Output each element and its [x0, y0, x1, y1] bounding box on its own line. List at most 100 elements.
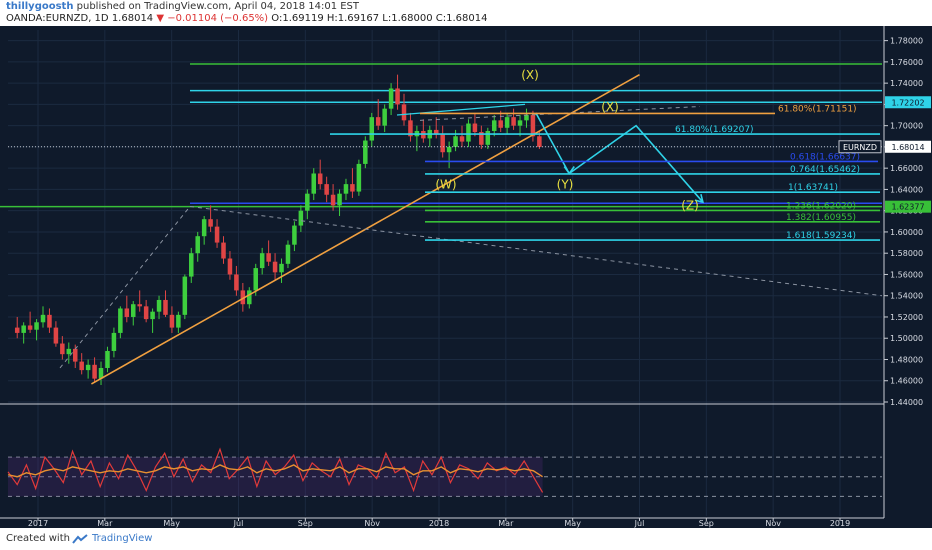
- candle: [292, 225, 297, 245]
- y-tick-label: 1.50000: [890, 334, 923, 343]
- price-tag-label: 1.68014: [891, 143, 924, 152]
- candle: [337, 193, 342, 206]
- candle: [85, 364, 91, 371]
- candle: [343, 184, 349, 194]
- candle: [92, 364, 97, 379]
- y-tick-label: 1.78000: [890, 37, 923, 46]
- price-tag: [885, 140, 931, 153]
- candle: [98, 367, 104, 379]
- fib-level-label: 1.618(1.59234): [786, 231, 856, 241]
- forecast-arrow: [694, 193, 705, 204]
- price-tag-label: 1.62377: [891, 203, 924, 212]
- candle: [214, 226, 220, 243]
- candle: [111, 332, 117, 351]
- candle: [53, 327, 59, 344]
- wave-label: (Y): [557, 177, 574, 191]
- candle: [247, 290, 252, 305]
- candle: [72, 348, 78, 362]
- candle: [66, 348, 72, 355]
- oscillator-panel: 120.0000100.000080.000060.000040.000020.…: [7, 404, 928, 511]
- x-tick-label: 2019: [830, 519, 850, 528]
- candle: [266, 253, 271, 262]
- axes: 1.780001.760001.740001.720001.700001.680…: [0, 26, 932, 528]
- x-tick-label: Nov: [364, 519, 380, 528]
- candle: [176, 314, 181, 328]
- y-tick-label: 1.54000: [890, 292, 923, 301]
- y-tick-label: 1.56000: [890, 270, 923, 279]
- candle: [350, 184, 355, 192]
- y-tick-label: 1.64000: [890, 185, 923, 194]
- x-tick-label: Mar: [97, 519, 113, 528]
- candle: [395, 88, 400, 105]
- candle: [530, 115, 536, 137]
- dashed-connector: [59, 206, 191, 369]
- fib-level-label: 61.80%(1.71151): [778, 104, 857, 114]
- x-tick-label: Jul: [233, 519, 244, 528]
- candle: [279, 263, 284, 273]
- forecast-path: [535, 112, 704, 203]
- candle: [234, 274, 239, 291]
- candle: [446, 146, 452, 153]
- candle: [305, 193, 310, 211]
- candle: [195, 236, 200, 254]
- candle: [208, 219, 213, 227]
- symbol-tag: [838, 140, 882, 154]
- candle: [356, 163, 362, 192]
- price-tag-label: 1.72202: [891, 98, 924, 107]
- dashed-top-line: [419, 106, 701, 121]
- drawings: [59, 73, 883, 385]
- candle: [388, 88, 394, 109]
- y-tick-label: 1.74000: [890, 79, 923, 88]
- footer-bar: Created with TradingView: [0, 528, 932, 550]
- last-price: 1.68014: [111, 13, 154, 24]
- candle: [408, 120, 413, 137]
- fib-levels: 61.80%(1.71151) 61.80%(1.69207) 0.618(1.66…: [330, 104, 880, 241]
- candle: [453, 136, 458, 147]
- candle: [433, 129, 439, 135]
- candle: [285, 244, 291, 264]
- publish-info: published on TradingView.com, April 04, …: [76, 1, 360, 12]
- candle: [524, 115, 529, 121]
- author-name[interactable]: thillygoosth: [6, 1, 74, 12]
- x-tick-label: Mar: [498, 519, 514, 528]
- candle: [105, 350, 110, 368]
- candle: [382, 108, 387, 126]
- fib-level-label: 1.236(1.62020): [786, 201, 856, 211]
- wave-labels: (X) (X) (W) (Y) (Z): [435, 68, 698, 213]
- y-tick-label: 1.44000: [890, 398, 923, 407]
- wave-label: (X): [601, 100, 619, 114]
- wave-label: (X): [521, 68, 539, 82]
- fib-level-label: 61.80%(1.69207): [675, 125, 754, 135]
- fib-level-label: 0.764(1.65462): [790, 165, 860, 175]
- candle: [189, 253, 194, 277]
- candle: [240, 290, 246, 305]
- candle: [459, 136, 465, 142]
- oscillator-line: [7, 447, 544, 493]
- chart-header: thillygoosth published on TradingView.co…: [0, 0, 932, 26]
- price-chart[interactable]: 61.80%(1.71151) 61.80%(1.69207) 0.618(1.66…: [0, 26, 932, 528]
- candle: [47, 314, 52, 328]
- candle: [369, 117, 375, 141]
- y-axis-background: [884, 26, 932, 528]
- tradingview-link[interactable]: TradingView: [92, 533, 153, 544]
- y-tick-label: 1.52000: [890, 313, 923, 322]
- y-tick-label: 1.48000: [890, 355, 923, 364]
- candle: [27, 325, 33, 330]
- candle: [363, 140, 368, 164]
- candle: [537, 136, 542, 147]
- candle: [143, 306, 149, 320]
- candle: [156, 299, 162, 312]
- candle: [259, 253, 265, 269]
- x-tick-label: Jul: [634, 519, 645, 528]
- candle: [40, 314, 46, 323]
- candle: [440, 134, 445, 153]
- candle: [221, 242, 226, 259]
- candle: [479, 132, 484, 145]
- x-tick-label: May: [163, 519, 180, 528]
- candle: [272, 261, 278, 273]
- fib-level-label: 1(1.63741): [788, 183, 838, 193]
- fib-level-label: 0.618(1.66637): [790, 152, 860, 162]
- oscillator-signal-line: [7, 464, 543, 478]
- candle: [34, 322, 39, 330]
- candle: [491, 120, 497, 131]
